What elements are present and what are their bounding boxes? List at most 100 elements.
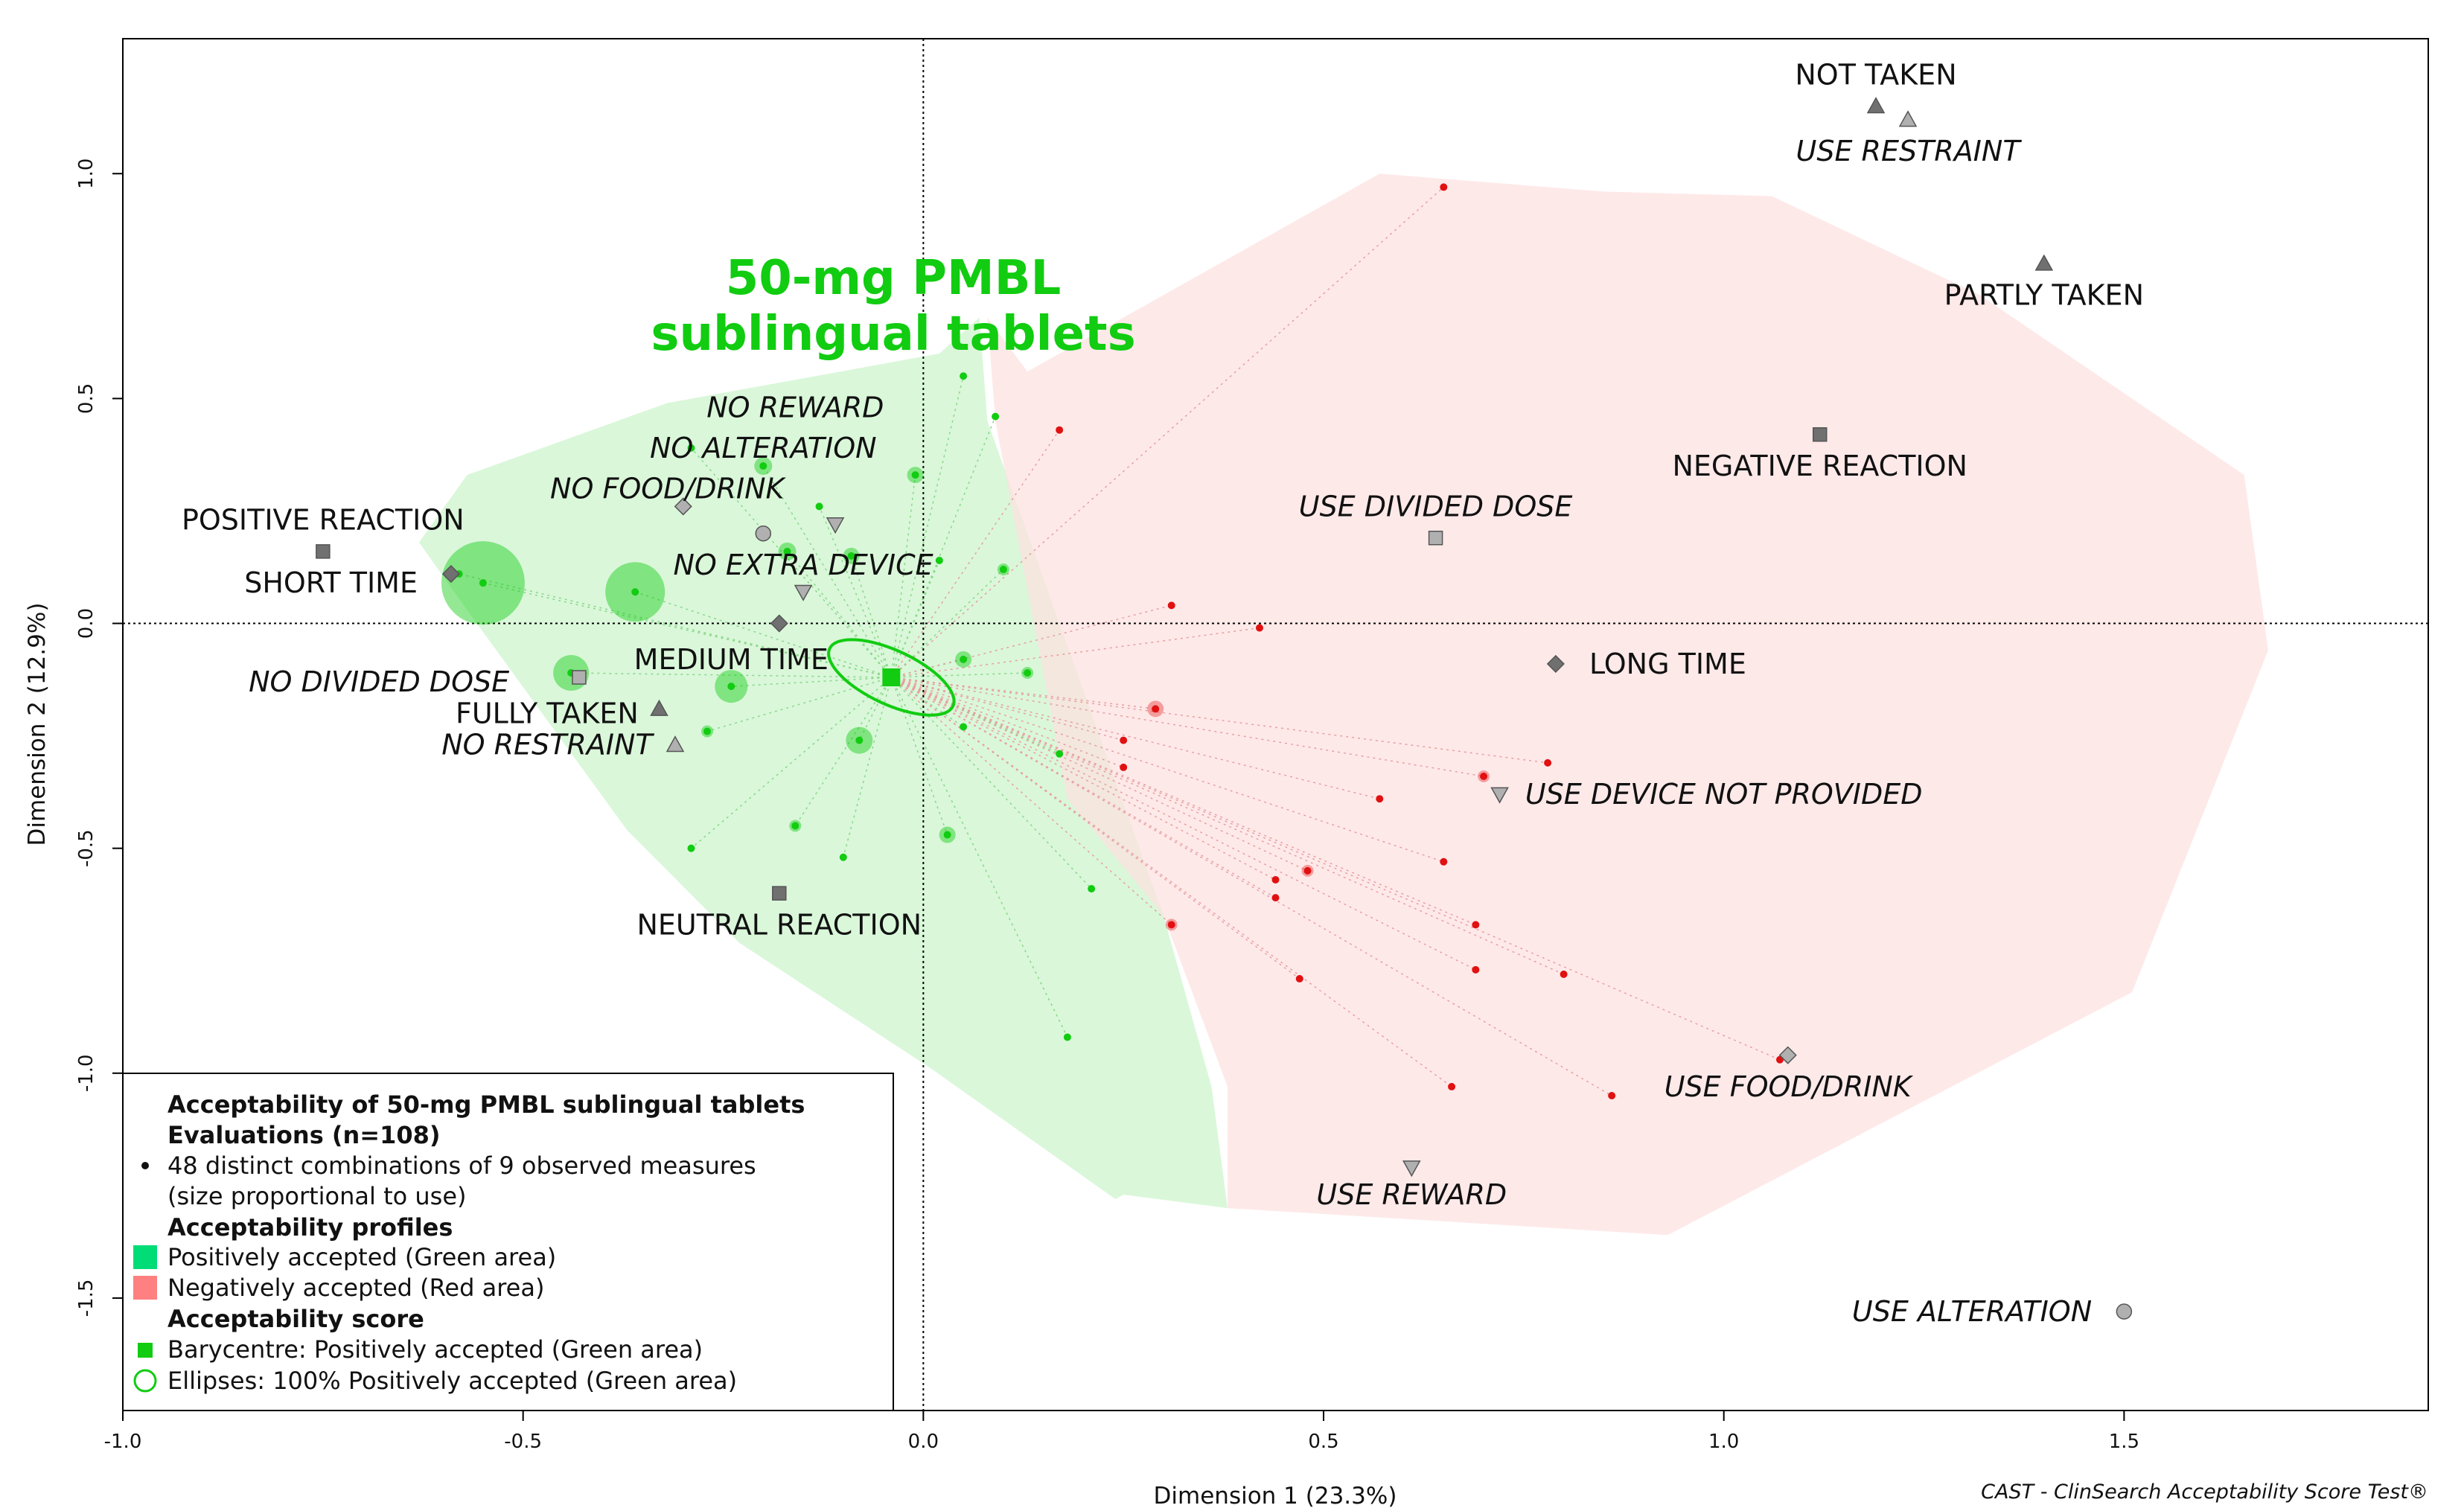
connector-line xyxy=(890,677,1276,898)
red-point xyxy=(1167,921,1175,929)
legend-ellipses: Ellipses: 100% Positively accepted (Gree… xyxy=(167,1367,737,1395)
connector-line xyxy=(891,677,1484,777)
red-point xyxy=(1448,1082,1456,1090)
legend-title-1: Acceptability of 50-mg PMBL sublingual t… xyxy=(167,1090,805,1119)
green-point xyxy=(999,566,1007,574)
category-marker-triangle-down xyxy=(1490,787,1509,804)
connector-line xyxy=(891,604,1172,678)
category-label: PARTLY TAKEN xyxy=(1944,278,2144,311)
legend-dot-icon xyxy=(141,1162,149,1169)
category-marker-square xyxy=(572,670,587,685)
green-point xyxy=(1063,1033,1071,1041)
green-point xyxy=(1024,669,1032,677)
category-label: LONG TIME xyxy=(1589,648,1746,680)
x-axis-title: Dimension 1 (23.3%) xyxy=(1154,1483,1397,1510)
connector-line xyxy=(482,582,892,678)
x-tick-label: 1.5 xyxy=(2109,1431,2139,1453)
category-marker-triangle xyxy=(666,735,685,753)
category-marker-square xyxy=(1428,530,1443,546)
legend-barycentre: Barycentre: Positively accepted (Green a… xyxy=(167,1335,703,1364)
green-point xyxy=(960,655,968,663)
data-points xyxy=(441,183,1784,1100)
x-tick-label: 0.0 xyxy=(908,1431,939,1453)
category-label: USE DIVIDED DOSE xyxy=(1299,490,1573,523)
y-tick-label: 0.0 xyxy=(75,608,98,639)
red-point xyxy=(1255,624,1263,632)
chart-title-line2: sublingual tablets xyxy=(651,307,1135,362)
connector-line xyxy=(890,429,1060,678)
green-point xyxy=(479,579,487,587)
green-point xyxy=(960,372,968,380)
category-label: USE REWARD xyxy=(1316,1178,1507,1211)
legend-ellipse-icon xyxy=(133,1369,157,1393)
green-point xyxy=(943,831,951,839)
connector-line xyxy=(891,627,1260,678)
y-tick-label: 1.0 xyxy=(75,159,98,189)
category-marker-diamond xyxy=(674,497,692,516)
red-point xyxy=(1152,705,1160,713)
connector-line xyxy=(890,677,1092,889)
category-marker-triangle-down xyxy=(1402,1160,1421,1178)
y-tick-label: 0.5 xyxy=(75,383,98,414)
connector-line xyxy=(891,677,1156,710)
green-point xyxy=(631,588,639,596)
connector-line xyxy=(890,677,1452,1087)
connector-line xyxy=(890,677,948,835)
connector-line xyxy=(691,677,892,849)
green-point xyxy=(839,853,847,861)
category-marker-triangle xyxy=(1898,110,1918,127)
category-marker-diamond xyxy=(770,614,788,633)
connector-line xyxy=(891,677,1308,872)
legend-score-header: Acceptability score xyxy=(167,1305,424,1333)
green-point xyxy=(783,547,791,555)
category-label: NOT TAKEN xyxy=(1795,58,1956,91)
category-marker-diamond xyxy=(1546,654,1565,673)
category-label: USE DEVICE NOT PROVIDED xyxy=(1525,778,1923,811)
green-point xyxy=(727,683,735,691)
x-axis: -1.0 -0.5 0.0 0.5 1.0 1.5 xyxy=(104,1411,2139,1453)
connector-line xyxy=(890,475,916,678)
category-label: USE ALTERATION xyxy=(1852,1295,2092,1328)
green-point xyxy=(1056,750,1064,758)
green-point xyxy=(759,462,767,470)
connector-line xyxy=(891,677,1380,799)
connector-line xyxy=(890,376,964,678)
category-label: NEGATIVE REACTION xyxy=(1673,450,1967,482)
red-point xyxy=(1544,758,1552,767)
connector-line xyxy=(890,677,1172,925)
red-point xyxy=(1440,183,1448,191)
legend-positive: Positively accepted (Green area) xyxy=(167,1243,556,1271)
connector-line xyxy=(890,186,1444,678)
chart-credit: CAST - ClinSearch Acceptability Score Te… xyxy=(1981,1480,2428,1504)
category-label: FULLY TAKEN xyxy=(456,697,639,729)
connector-line xyxy=(890,677,964,728)
category-marker-triangle xyxy=(2034,254,2054,271)
category-label: USE FOOD/DRINK xyxy=(1665,1070,1914,1103)
red-point xyxy=(1472,965,1480,974)
connector-line xyxy=(891,672,1028,678)
category-label: POSITIVE REACTION xyxy=(182,504,465,537)
category-label: NO RESTRAINT xyxy=(441,729,654,761)
green-point xyxy=(960,723,968,731)
connector-line xyxy=(818,506,893,678)
category-label: NO DIVIDED DOSE xyxy=(249,665,509,698)
connector-line xyxy=(890,677,1476,971)
green-point xyxy=(911,471,919,479)
connector-line xyxy=(459,573,892,678)
red-point xyxy=(1271,875,1280,884)
chart-title-line1: 50-mg PMBL xyxy=(726,251,1062,306)
category-label: MEDIUM TIME xyxy=(634,643,829,676)
barycentre-marker xyxy=(882,668,901,687)
category-label: SHORT TIME xyxy=(244,566,418,599)
confidence-ellipse xyxy=(827,638,956,717)
green-point xyxy=(992,412,1000,421)
category-label: NO ALTERATION xyxy=(650,432,877,464)
connector-line xyxy=(890,677,1276,881)
red-point xyxy=(1472,921,1480,929)
x-tick-label: 0.5 xyxy=(1308,1431,1338,1453)
category-labels: NOT TAKEN USE RESTRAINT PARTLY TAKEN NEGATI… xyxy=(182,58,2144,1328)
y-axis-title: Dimension 2 (12.9%) xyxy=(24,603,51,846)
red-point xyxy=(1376,795,1384,803)
reference-lines xyxy=(123,39,2428,1411)
